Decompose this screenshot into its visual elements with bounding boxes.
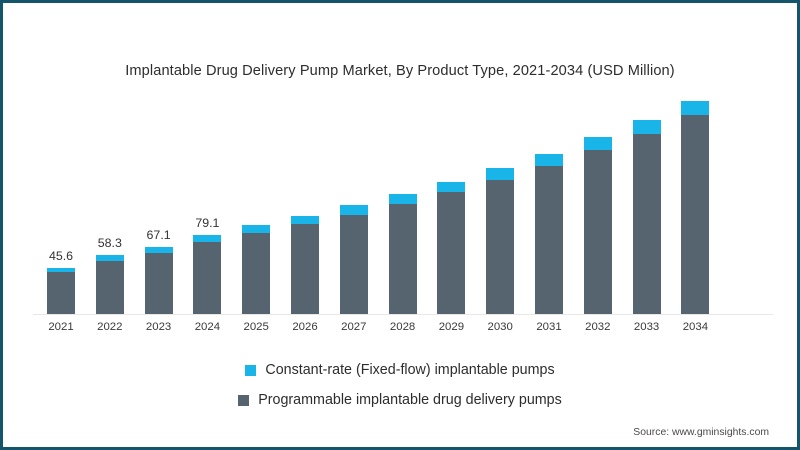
bar-segment-programmable[interactable] xyxy=(632,133,661,314)
bar-value-label-2022: 58.3 xyxy=(97,236,122,251)
bar-2021[interactable]: 45.6 xyxy=(47,249,75,314)
x-tick-2032: 2032 xyxy=(585,321,611,333)
legend-item-0[interactable]: Constant-rate (Fixed-flow) implantable p… xyxy=(3,355,797,385)
legend-label: Programmable implantable drug delivery p… xyxy=(258,392,562,408)
bar-2027[interactable] xyxy=(339,205,368,314)
bar-2031[interactable] xyxy=(535,153,563,314)
bar-value-label-2024: 79.1 xyxy=(195,215,220,230)
bar-2026[interactable] xyxy=(291,215,319,314)
source-attribution: Source: www.gminsights.com xyxy=(633,427,769,438)
bar-segment-programmable[interactable] xyxy=(47,271,75,314)
bar-2023[interactable]: 67.1 xyxy=(144,228,173,314)
bar-segment-programmable[interactable] xyxy=(437,192,466,314)
bar-segment-programmable[interactable] xyxy=(242,233,271,314)
plot-area: 45.6 58.3 67.1 79.1 xyxy=(33,98,773,314)
x-tick-2029: 2029 xyxy=(438,321,465,333)
x-tick-2026: 2026 xyxy=(292,321,318,333)
x-tick-2022: 2022 xyxy=(97,321,123,333)
bar-segment-programmable[interactable] xyxy=(144,252,173,314)
legend-label: Constant-rate (Fixed-flow) implantable p… xyxy=(265,362,555,378)
bar-segment-constant-rate[interactable] xyxy=(47,268,75,272)
bar-segment-constant-rate[interactable] xyxy=(632,119,661,134)
bar-segment-constant-rate[interactable] xyxy=(486,168,515,180)
x-tick-2025: 2025 xyxy=(243,321,269,333)
x-tick-2033: 2033 xyxy=(633,321,660,333)
legend-swatch-slate-icon xyxy=(238,394,250,406)
bar-value-label-2023: 67.1 xyxy=(146,227,171,242)
bar-segment-constant-rate[interactable] xyxy=(583,137,612,151)
bar-segment-constant-rate[interactable] xyxy=(388,194,417,204)
bar-segment-constant-rate[interactable] xyxy=(291,215,319,225)
x-tick-2028: 2028 xyxy=(389,321,416,333)
bar-2034[interactable] xyxy=(681,100,710,314)
bar-segment-constant-rate[interactable] xyxy=(242,225,271,234)
bar-segment-programmable[interactable] xyxy=(681,115,710,314)
x-tick-2024: 2024 xyxy=(194,321,221,333)
legend-item-1[interactable]: Programmable implantable drug delivery p… xyxy=(3,385,797,415)
bar-2030[interactable] xyxy=(486,168,515,314)
bar-2028[interactable] xyxy=(388,194,417,314)
bar-segment-programmable[interactable] xyxy=(291,224,319,314)
chart-legend: Constant-rate (Fixed-flow) implantable p… xyxy=(3,355,797,415)
bar-segment-constant-rate[interactable] xyxy=(193,234,222,242)
bar-segment-programmable[interactable] xyxy=(193,241,222,314)
x-tick-2030: 2030 xyxy=(487,321,513,333)
bar-segment-programmable[interactable] xyxy=(339,214,368,314)
x-axis-line xyxy=(33,314,773,315)
bar-segment-programmable[interactable] xyxy=(388,203,417,314)
bar-segment-programmable[interactable] xyxy=(486,179,515,314)
x-tick-2031: 2031 xyxy=(536,321,562,333)
bar-value-label-2021: 45.6 xyxy=(48,249,74,264)
bar-segment-programmable[interactable] xyxy=(535,165,563,314)
bar-segment-constant-rate[interactable] xyxy=(339,205,368,215)
x-tick-2034: 2034 xyxy=(682,321,709,333)
bar-segment-constant-rate[interactable] xyxy=(437,181,466,193)
bar-segment-programmable[interactable] xyxy=(583,150,612,314)
bar-segment-constant-rate[interactable] xyxy=(144,246,173,253)
chart-title: Implantable Drug Delivery Pump Market, B… xyxy=(125,63,675,79)
bar-segment-constant-rate[interactable] xyxy=(95,255,124,261)
legend-swatch-cyan-icon xyxy=(245,364,257,376)
bar-2033[interactable] xyxy=(632,119,661,314)
bar-2029[interactable] xyxy=(437,181,466,314)
bar-segment-constant-rate[interactable] xyxy=(681,100,710,116)
bar-2022[interactable]: 58.3 xyxy=(95,236,124,314)
x-tick-2021: 2021 xyxy=(48,321,74,333)
x-tick-2023: 2023 xyxy=(145,321,172,333)
bar-2025[interactable] xyxy=(242,225,271,314)
x-tick-2027: 2027 xyxy=(341,321,367,333)
bar-2024[interactable]: 79.1 xyxy=(193,216,222,314)
bar-segment-programmable[interactable] xyxy=(95,260,124,314)
bar-2032[interactable] xyxy=(583,137,612,314)
bar-segment-constant-rate[interactable] xyxy=(535,153,563,166)
